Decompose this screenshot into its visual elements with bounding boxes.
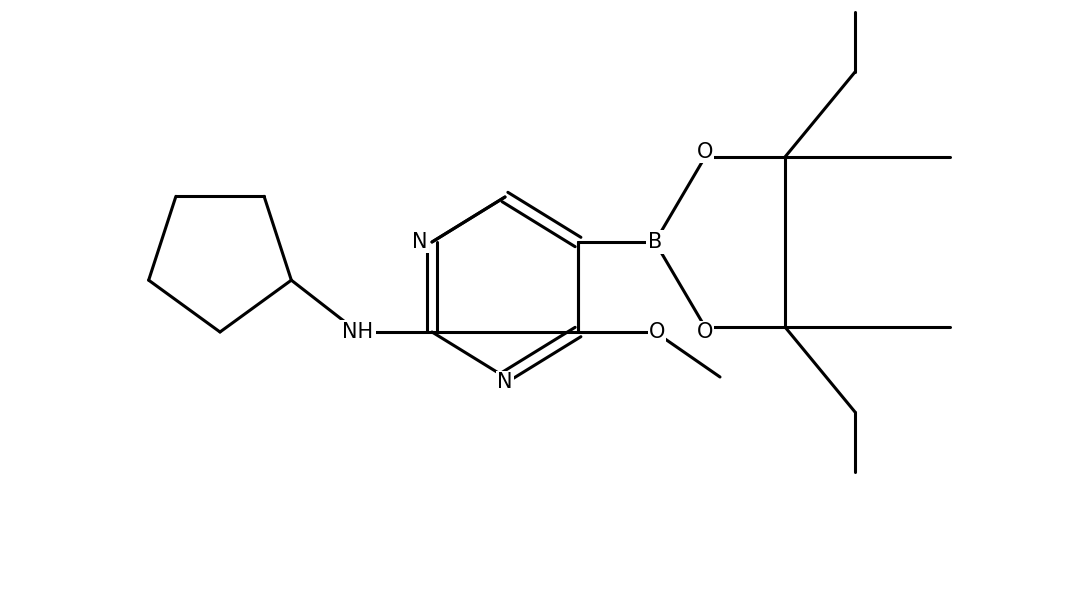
- Text: N: N: [497, 372, 512, 392]
- Text: O: O: [649, 322, 666, 342]
- Text: B: B: [647, 232, 662, 252]
- Text: NH: NH: [342, 322, 373, 342]
- Text: N: N: [413, 232, 428, 252]
- Text: O: O: [697, 142, 713, 162]
- Text: O: O: [697, 322, 713, 342]
